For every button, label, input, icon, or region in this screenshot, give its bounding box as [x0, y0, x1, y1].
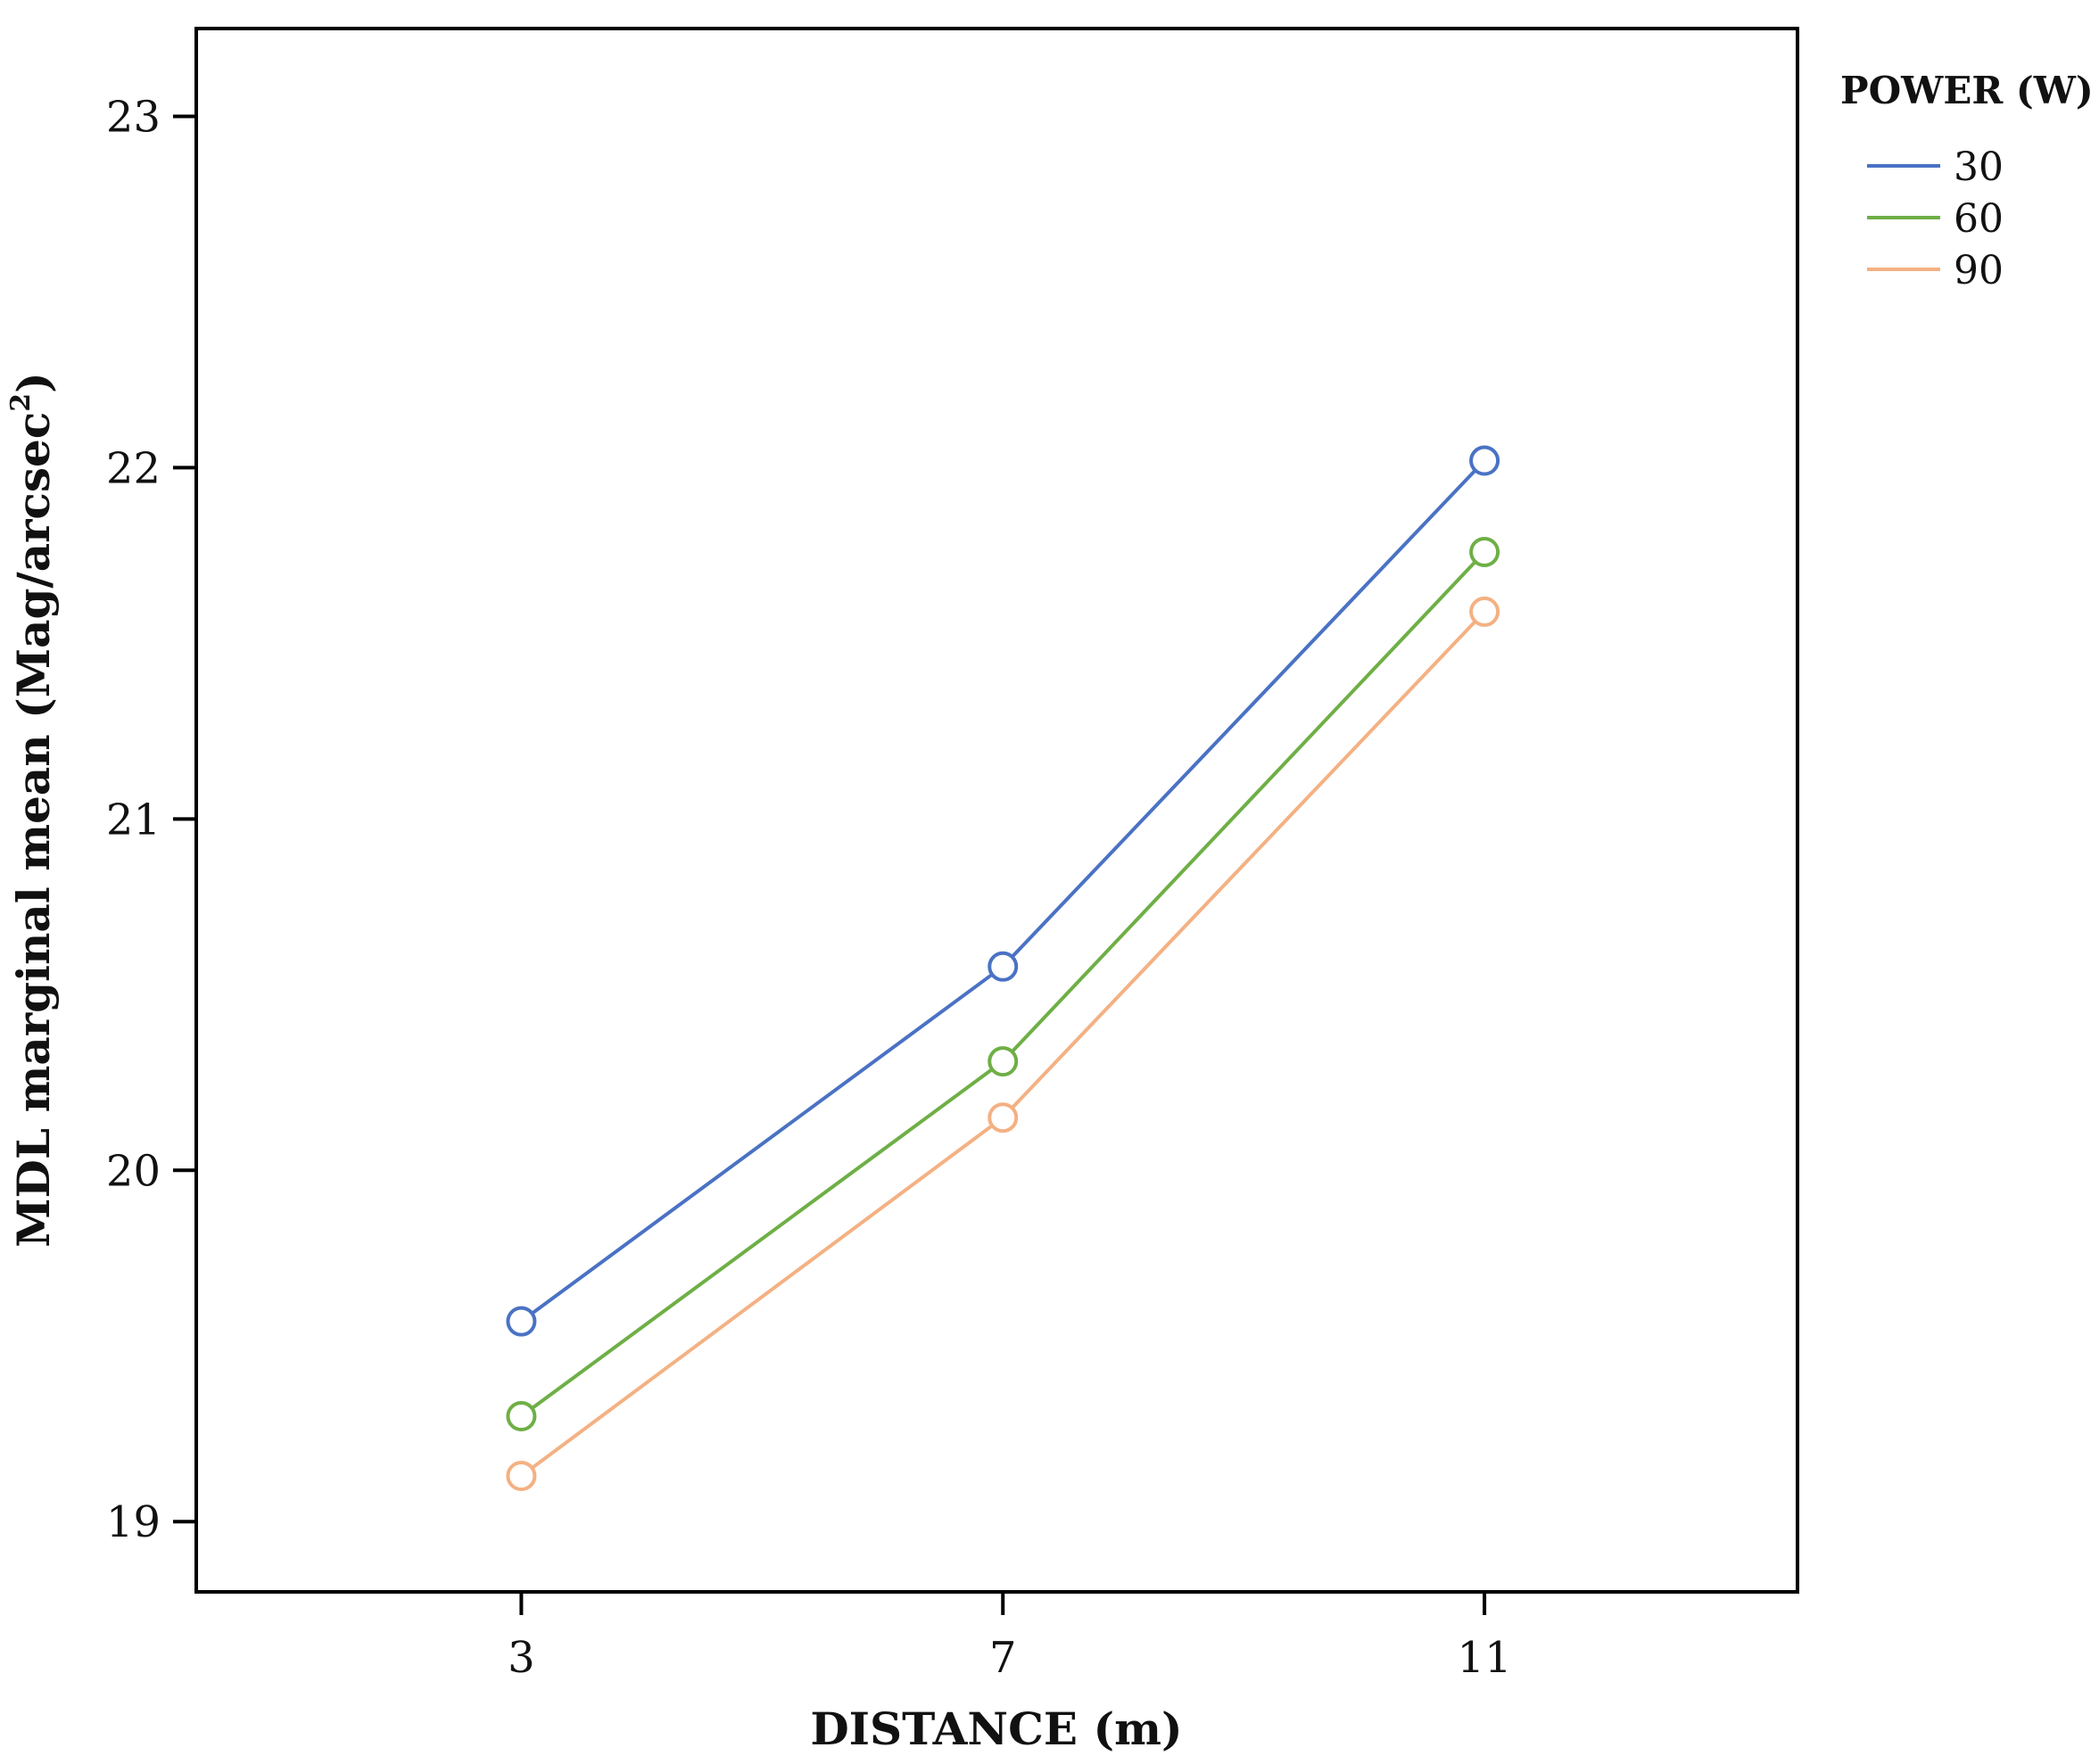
legend-title: POWER (W): [1840, 69, 2094, 112]
series-layer: [506, 445, 1500, 1492]
data-point-60-11: [1469, 536, 1500, 567]
data-point-30-3: [506, 1306, 537, 1337]
data-point-30-11: [1469, 445, 1500, 476]
legend-label-60: 60: [1954, 196, 2004, 242]
y-tick-label-22: 22: [106, 443, 161, 493]
data-point-30-7: [988, 951, 1019, 982]
y-tick-label-19: 19: [106, 1497, 161, 1547]
x-tick-label-11: 11: [1458, 1633, 1512, 1683]
data-point-90-3: [506, 1461, 537, 1492]
y-tick-label-23: 23: [106, 92, 161, 142]
series-line-30: [520, 459, 1486, 1323]
x-axis-title: DISTANCE (m): [810, 1702, 1182, 1755]
legend-label-90: 90: [1954, 248, 2004, 293]
legend-label-30: 30: [1954, 144, 2004, 190]
series-line-60: [520, 550, 1486, 1418]
y-axis: 19 20 21 22 23: [106, 92, 196, 1547]
y-axis-title-superscript: 2: [5, 393, 37, 412]
series-line-90: [520, 610, 1486, 1478]
x-tick-label-7: 7: [989, 1633, 1017, 1683]
y-axis-title: MDL marginal mean (Mag/arcsec2): [5, 372, 60, 1248]
y-tick-label-21: 21: [106, 795, 161, 845]
legend: POWER (W) 30 60 90: [1840, 69, 2094, 293]
x-tick-label-3: 3: [508, 1633, 535, 1683]
data-point-60-7: [988, 1046, 1019, 1077]
data-point-90-7: [988, 1102, 1019, 1133]
data-point-90-11: [1469, 596, 1500, 627]
y-tick-label-20: 20: [106, 1146, 161, 1196]
plot-frame: [194, 27, 1799, 1594]
x-axis: 3 7 11: [508, 1592, 1512, 1683]
data-point-60-3: [506, 1401, 537, 1432]
